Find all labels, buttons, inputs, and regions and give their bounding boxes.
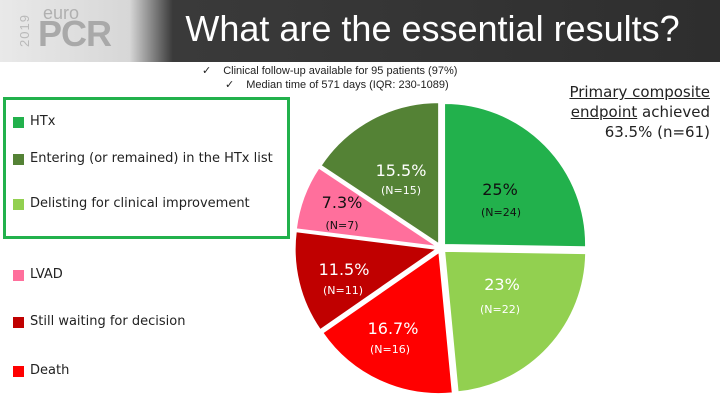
bullet-median-time: ✓ Median time of 571 days (IQR: 230-1089) (225, 78, 449, 91)
legend-label: Entering (or remained) in the HTx list (30, 151, 273, 166)
legend-item: Delisting for clinical improvement (13, 196, 250, 211)
pie-slice (444, 250, 587, 393)
legend-label: Death (30, 363, 70, 378)
legend-item: LVAD (13, 267, 63, 282)
primary-endpoint-underlined: endpoint (570, 103, 638, 121)
logo-pcr: PCR (38, 13, 112, 54)
slice-count-label: (N=24) (481, 206, 521, 219)
slice-count-label: (N=22) (480, 303, 520, 316)
legend-item: Death (13, 363, 70, 378)
primary-endpoint-achieved: achieved (637, 103, 710, 121)
pie-slice (294, 231, 438, 331)
legend-swatch (13, 199, 24, 210)
bullet-text: Median time of 571 days (IQR: 230-1089) (246, 79, 449, 91)
slice-percent-label: 15.5% (376, 161, 427, 180)
legend-swatch (13, 154, 24, 165)
legend-swatch (13, 117, 24, 128)
slice-count-label: (N=11) (323, 284, 363, 297)
slice-percent-label: 11.5% (319, 260, 370, 279)
pie-slice (322, 251, 453, 394)
slice-percent-label: 7.3% (322, 193, 363, 212)
primary-endpoint-line2: endpoint achieved (530, 102, 710, 122)
legend-label: Still waiting for decision (30, 314, 186, 329)
legend-item: Still waiting for decision (13, 314, 186, 329)
legend-item: HTx (13, 114, 56, 129)
primary-endpoint-text: Primary composite endpoint achieved 63.5… (530, 82, 710, 142)
bullet-follow-up: ✓ Clinical follow-up available for 95 pat… (202, 64, 457, 77)
slice-percent-label: 25% (482, 180, 518, 199)
bullet-text: Clinical follow-up available for 95 pati… (223, 65, 458, 77)
slice-percent-label: 23% (484, 275, 520, 294)
primary-endpoint-value: 63.5% (n=61) (604, 123, 710, 141)
check-icon: ✓ (202, 64, 212, 77)
header-bar: 2019 euro PCR What are the essential res… (0, 0, 720, 62)
slice-percent-label: 16.7% (368, 319, 419, 338)
pie-slice (295, 167, 437, 247)
slice-count-label: (N=16) (370, 343, 410, 356)
legend-label: Delisting for clinical improvement (30, 196, 250, 211)
legend-swatch (13, 270, 24, 281)
pie-slice (444, 102, 587, 248)
legend-item: Entering (or remained) in the HTx list (13, 151, 273, 166)
legend-swatch (13, 366, 24, 377)
check-icon: ✓ (225, 78, 235, 91)
legend-label: HTx (30, 114, 56, 129)
slide-title: What are the essential results? (185, 8, 680, 49)
primary-endpoint-line1: Primary composite (569, 83, 710, 101)
slice-count-label: (N=7) (325, 219, 358, 232)
legend-label: LVAD (30, 267, 63, 282)
europcr-logo: 2019 euro PCR (0, 0, 150, 62)
slice-count-label: (N=15) (381, 184, 421, 197)
htx-legend-box (3, 97, 290, 239)
pie-slice (320, 102, 440, 245)
logo-euro: euro (43, 3, 80, 23)
legend-swatch (13, 317, 24, 328)
